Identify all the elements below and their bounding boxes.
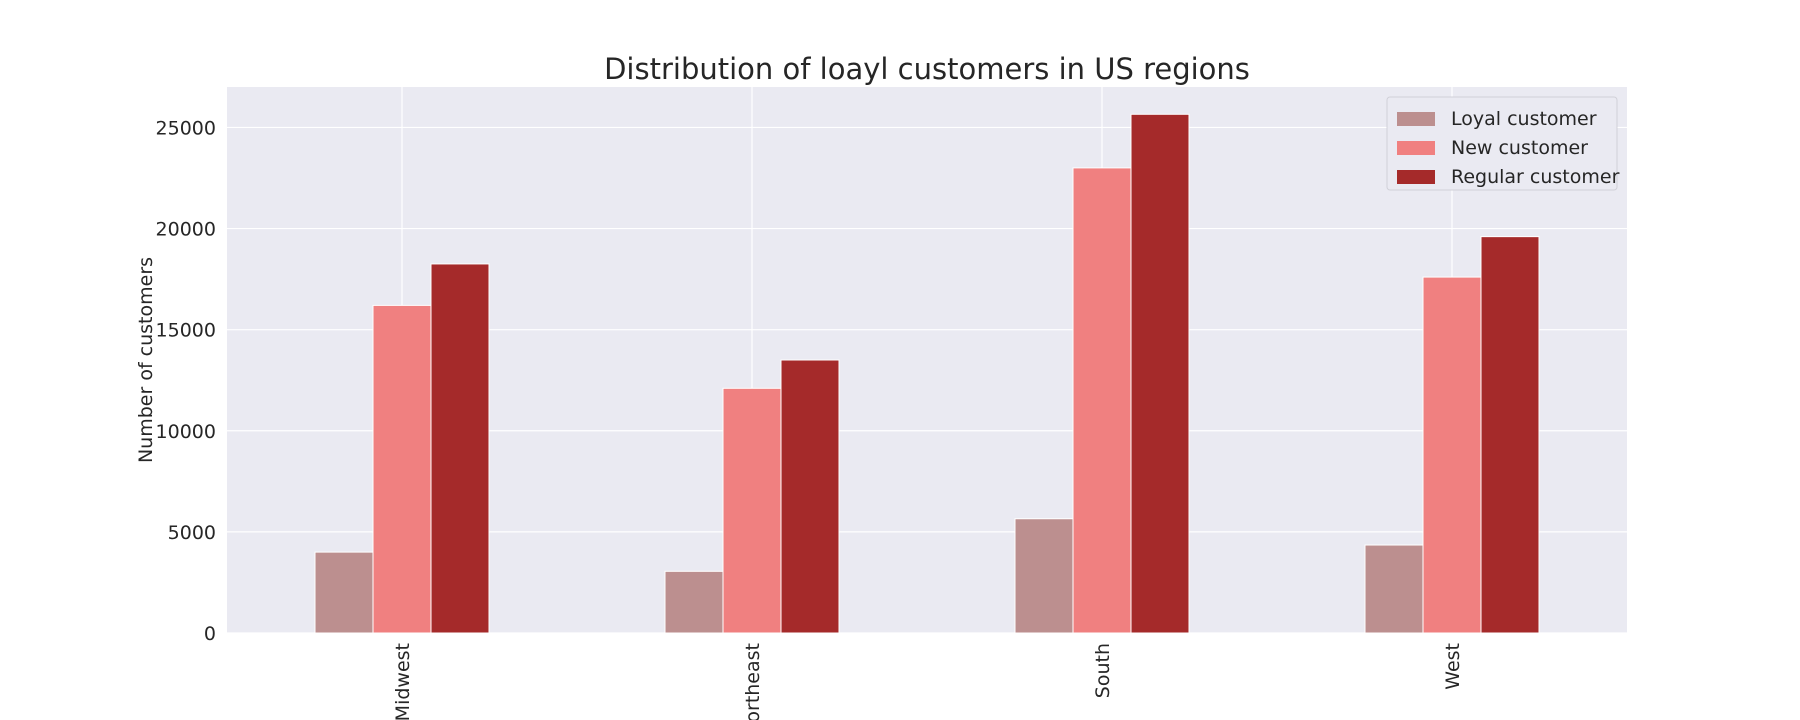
x-tick-label: Midwest — [392, 643, 414, 720]
y-tick-label: 5000 — [168, 522, 216, 544]
legend-swatch — [1397, 170, 1435, 184]
x-tick-label: Northeast — [742, 643, 764, 720]
bar-west-new-customer — [1422, 276, 1482, 634]
x-tick-label: West — [1442, 643, 1464, 690]
bar-south-loyal-customer — [1014, 518, 1074, 634]
legend-box — [1386, 96, 1618, 191]
bar-south-new-customer — [1072, 167, 1132, 634]
bar-northeast-regular-customer — [780, 359, 840, 634]
legend-swatch — [1397, 112, 1435, 126]
bar-northeast-loyal-customer — [664, 570, 724, 634]
bar-south-regular-customer — [1130, 113, 1190, 634]
chart-title: Distribution of loayl customers in US re… — [604, 52, 1250, 86]
legend-label: Loyal customer — [1451, 108, 1597, 130]
bar-midwest-new-customer — [372, 304, 432, 634]
bar-northeast-new-customer — [722, 387, 782, 634]
y-tick-label: 15000 — [156, 320, 216, 342]
y-tick-labels: 0 5000 10000 15000 20000 25000 — [156, 117, 216, 645]
bar-west-loyal-customer — [1364, 544, 1424, 634]
y-tick-label: 20000 — [156, 219, 216, 241]
bar-midwest-regular-customer — [430, 263, 490, 634]
y-tick-label: 25000 — [156, 117, 216, 139]
legend: Loyal customer New customer Regular custom… — [1386, 96, 1620, 191]
x-tick-labels: Midwest Northeast South West — [392, 643, 1464, 720]
bar-west-regular-customer — [1480, 236, 1540, 634]
bar-midwest-loyal-customer — [314, 551, 374, 634]
legend-label: Regular customer — [1451, 166, 1620, 188]
y-tick-label: 10000 — [156, 421, 216, 443]
y-axis-label: Number of customers — [135, 257, 157, 463]
bars — [314, 113, 1540, 634]
y-tick-label: 0 — [204, 623, 216, 645]
legend-label: New customer — [1451, 137, 1588, 159]
x-tick-label: South — [1092, 643, 1114, 698]
legend-swatch — [1397, 141, 1435, 155]
